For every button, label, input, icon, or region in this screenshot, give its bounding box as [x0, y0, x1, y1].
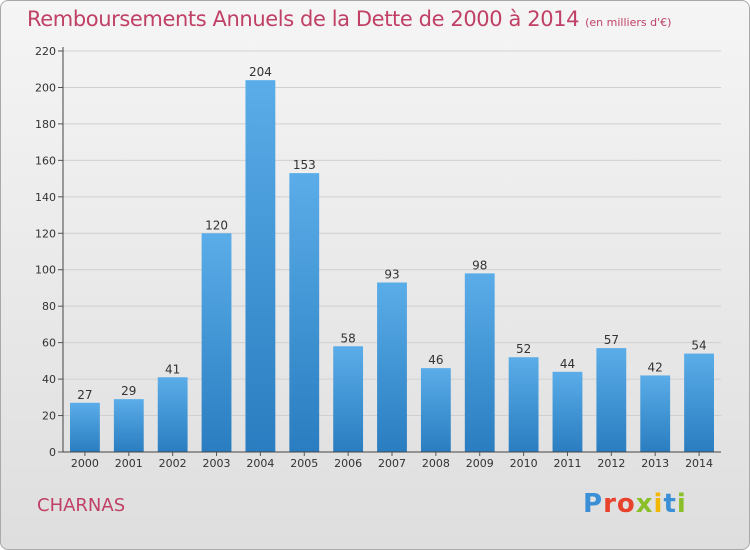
bar-2012 [596, 348, 627, 452]
y-tick-label: 220 [35, 45, 56, 58]
x-tick-label: 2005 [290, 457, 318, 470]
data-label: 52 [516, 342, 531, 356]
data-label: 58 [340, 331, 355, 345]
data-label: 57 [604, 333, 619, 347]
proxiti-logo: Proxiti [583, 489, 687, 519]
x-tick-label: 2000 [71, 457, 99, 470]
data-label: 29 [121, 384, 136, 398]
y-tick-label: 0 [49, 446, 56, 459]
data-label: 27 [77, 388, 92, 402]
y-tick-label: 180 [35, 118, 56, 131]
y-tick-label: 160 [35, 154, 56, 167]
bars [70, 80, 714, 452]
commune-name: CHARNAS [37, 495, 126, 516]
bar-chart: 0 20 40 60 80 100 120 140 160 180 200 220 2000 2001 20… [35, 45, 721, 470]
bar-2000 [70, 402, 100, 452]
data-label: 93 [384, 267, 399, 281]
bar-2007 [377, 282, 407, 452]
y-tick-label: 60 [42, 337, 56, 350]
y-tick-label: 120 [35, 227, 56, 240]
y-tick-label: 20 [42, 410, 56, 423]
chart-title: Remboursements Annuels de la Dette de 20… [27, 7, 671, 31]
data-label: 153 [293, 158, 316, 172]
bar-2004 [245, 80, 276, 452]
axes: 0 20 40 60 80 100 120 140 160 180 200 220 2000 2001 20… [35, 45, 721, 470]
data-label: 120 [205, 218, 228, 232]
y-tick-label: 200 [35, 81, 56, 94]
bar-2002 [157, 377, 188, 452]
chart-title-text: Remboursements Annuels de la Dette de 20… [27, 7, 580, 31]
bar-2006 [333, 346, 364, 452]
data-label: 46 [428, 353, 443, 367]
bar-2008 [420, 368, 451, 452]
y-tick-label: 100 [35, 264, 56, 277]
bar-2011 [552, 371, 583, 452]
data-label: 54 [691, 339, 706, 353]
x-tick-label: 2014 [685, 457, 713, 470]
chart-subtitle: (en milliers d'€) [585, 16, 672, 29]
data-labels: 27 29 41 120 204 153 58 93 46 98 52 44 57 42 54 [77, 65, 706, 402]
bar-2009 [464, 273, 495, 452]
x-tick-label: 2004 [246, 457, 274, 470]
x-tick-label: 2013 [641, 457, 669, 470]
data-label: 204 [249, 65, 272, 79]
x-tick-label: 2007 [378, 457, 406, 470]
bar-2003 [201, 233, 232, 452]
x-tick-label: 2011 [553, 457, 581, 470]
x-tick-label: 2002 [159, 457, 187, 470]
x-tick-label: 2012 [597, 457, 625, 470]
bar-2013 [640, 375, 671, 452]
y-tick-label: 40 [42, 373, 56, 386]
y-tick-label: 140 [35, 191, 56, 204]
bar-2010 [508, 357, 539, 452]
x-tick-label: 2006 [334, 457, 362, 470]
x-tick-label: 2003 [203, 457, 231, 470]
data-label: 42 [648, 360, 663, 374]
data-label: 98 [472, 258, 487, 272]
x-tick-label: 2008 [422, 457, 450, 470]
x-tick-label: 2001 [115, 457, 143, 470]
data-label: 41 [165, 362, 180, 376]
bar-2005 [289, 173, 320, 452]
bar-2001 [113, 399, 144, 452]
bar-2014 [684, 353, 714, 452]
y-tick-label: 80 [42, 300, 56, 313]
x-tick-label: 2009 [466, 457, 494, 470]
x-tick-label: 2010 [510, 457, 538, 470]
data-label: 44 [560, 357, 575, 371]
